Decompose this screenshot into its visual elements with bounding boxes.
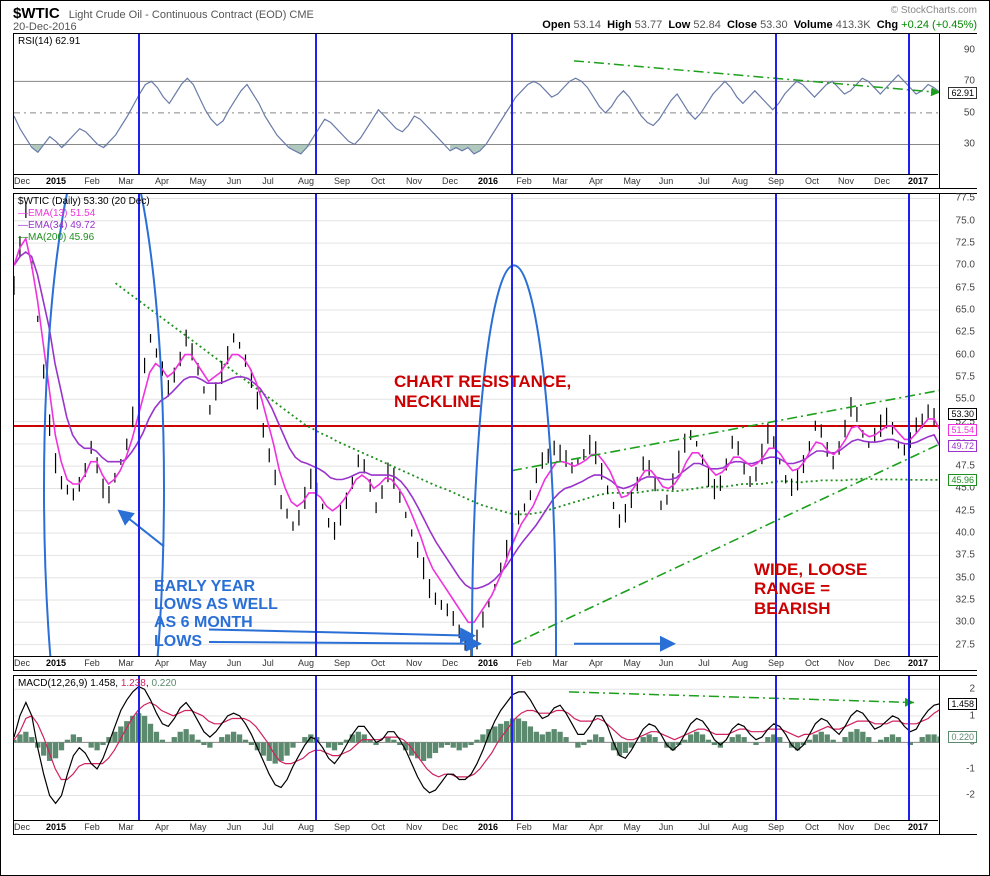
xaxis-label: Dec: [874, 658, 890, 668]
xaxis-label: 2016: [478, 658, 498, 668]
xaxis-label: Jun: [659, 176, 674, 186]
xaxis-label: Nov: [406, 658, 422, 668]
xaxis-label: Mar: [118, 658, 134, 668]
xaxis-label: Jul: [262, 822, 274, 832]
xaxis-label: May: [189, 658, 206, 668]
xaxis-label: Sep: [768, 658, 784, 668]
chart-date: 20-Dec-2016: [13, 21, 77, 33]
xaxis-label: Jun: [227, 822, 242, 832]
xaxis-label: 2017: [908, 822, 928, 832]
xaxis-label: Dec: [442, 176, 458, 186]
xaxis-label: Feb: [516, 176, 532, 186]
rsi-panel: RSI(14) 62.91 3050709062.91 Dec 2015 Feb Ma…: [13, 33, 977, 189]
xaxis-label: Feb: [84, 822, 100, 832]
source-credit: © StockCharts.com: [891, 5, 977, 16]
xaxis-label: Oct: [805, 658, 819, 668]
ohlc-readout: Open 53.14 High 53.77 Low 52.84 Close 53…: [542, 19, 977, 31]
xaxis-label: May: [623, 822, 640, 832]
xaxis-label: Dec: [14, 822, 30, 832]
xaxis-label: Dec: [874, 176, 890, 186]
xaxis-label: Sep: [334, 176, 350, 186]
xaxis-label: 2017: [908, 658, 928, 668]
price-yaxis: 27.530.032.535.037.540.042.545.047.550.0…: [939, 194, 977, 670]
xaxis-label: Mar: [552, 176, 568, 186]
price-panel: $WTIC (Daily) 53.30 (20 Dec) —EMA(13) 51…: [13, 193, 977, 671]
xaxis-label: Dec: [442, 822, 458, 832]
macd-svg: [14, 676, 940, 822]
xaxis-label: Apr: [589, 176, 603, 186]
xaxis-label: Mar: [552, 822, 568, 832]
chart-header: $WTIC Light Crude Oil - Continuous Contr…: [13, 5, 977, 33]
xaxis-label: Oct: [805, 822, 819, 832]
rsi-xaxis: Dec 2015 Feb Mar Apr May Jun Jul Aug Sep Oct Nov Dec…: [14, 174, 938, 188]
xaxis-label: 2015: [46, 658, 66, 668]
xaxis-label: Feb: [84, 658, 100, 668]
xaxis-label: Sep: [768, 822, 784, 832]
xaxis-label: Nov: [838, 176, 854, 186]
macd-yaxis: -2-10121.4580.220: [939, 676, 977, 834]
xaxis-label: 2015: [46, 176, 66, 186]
macd-xaxis: Dec 2015 Feb Mar Apr May Jun Jul Aug Sep Oct Nov Dec…: [14, 820, 938, 834]
xaxis-label: Jul: [698, 176, 710, 186]
xaxis-label: Mar: [118, 176, 134, 186]
xaxis-label: Feb: [516, 658, 532, 668]
xaxis-label: Nov: [406, 176, 422, 186]
xaxis-label: Jul: [262, 658, 274, 668]
xaxis-label: Jun: [659, 658, 674, 668]
rsi-svg: [14, 34, 940, 176]
xaxis-label: Jun: [227, 658, 242, 668]
xaxis-label: Apr: [589, 822, 603, 832]
xaxis-label: Aug: [732, 822, 748, 832]
xaxis-label: Jun: [659, 822, 674, 832]
xaxis-label: Aug: [732, 658, 748, 668]
xaxis-label: Aug: [732, 176, 748, 186]
xaxis-label: Oct: [371, 822, 385, 832]
xaxis-label: May: [189, 176, 206, 186]
xaxis-label: Mar: [118, 822, 134, 832]
xaxis-label: 2017: [908, 176, 928, 186]
xaxis-label: 2016: [478, 822, 498, 832]
xaxis-label: Aug: [298, 822, 314, 832]
xaxis-label: Sep: [334, 822, 350, 832]
xaxis-label: Dec: [14, 176, 30, 186]
xaxis-label: Apr: [155, 822, 169, 832]
xaxis-label: Jul: [698, 822, 710, 832]
xaxis-label: May: [623, 176, 640, 186]
xaxis-label: Feb: [84, 176, 100, 186]
price-svg: [14, 194, 940, 658]
xaxis-label: Dec: [442, 658, 458, 668]
xaxis-label: May: [189, 822, 206, 832]
xaxis-label: Oct: [371, 658, 385, 668]
xaxis-label: Apr: [155, 176, 169, 186]
rsi-yaxis: 3050709062.91: [939, 34, 977, 188]
xaxis-label: Aug: [298, 658, 314, 668]
price-xaxis: Dec 2015 Feb Mar Apr May Jun Jul Aug Sep Oct Nov Dec…: [14, 656, 938, 670]
xaxis-label: May: [623, 658, 640, 668]
price-plot: $WTIC (Daily) 53.30 (20 Dec) —EMA(13) 51…: [14, 194, 938, 656]
xaxis-label: Jun: [227, 176, 242, 186]
rsi-plot: RSI(14) 62.91: [14, 34, 938, 174]
xaxis-label: Nov: [406, 822, 422, 832]
xaxis-label: Mar: [552, 658, 568, 668]
xaxis-label: Jul: [698, 658, 710, 668]
xaxis-label: Dec: [14, 658, 30, 668]
xaxis-label: Nov: [838, 822, 854, 832]
ticker-description: Light Crude Oil - Continuous Contract (E…: [69, 9, 314, 21]
macd-plot: MACD(12,26,9) 1.458, 1.238, 0.220: [14, 676, 938, 820]
xaxis-label: Dec: [874, 822, 890, 832]
xaxis-label: Nov: [838, 658, 854, 668]
xaxis-label: 2015: [46, 822, 66, 832]
xaxis-label: Apr: [155, 658, 169, 668]
xaxis-label: Aug: [298, 176, 314, 186]
xaxis-label: Sep: [768, 176, 784, 186]
xaxis-label: Jul: [262, 176, 274, 186]
macd-panel: MACD(12,26,9) 1.458, 1.238, 0.220 -2-101…: [13, 675, 977, 835]
ticker-symbol: $WTIC: [13, 5, 60, 22]
xaxis-label: Oct: [805, 176, 819, 186]
xaxis-label: Apr: [589, 658, 603, 668]
xaxis-label: Oct: [371, 176, 385, 186]
xaxis-label: 2016: [478, 176, 498, 186]
xaxis-label: Feb: [516, 822, 532, 832]
xaxis-label: Sep: [334, 658, 350, 668]
